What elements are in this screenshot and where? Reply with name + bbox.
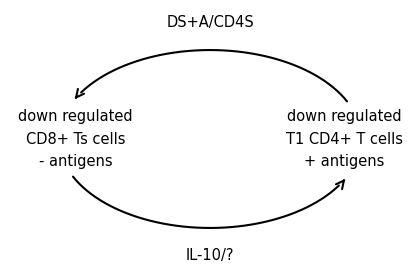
Text: IL-10/?: IL-10/? — [186, 248, 234, 263]
Text: down regulated
CD8+ Ts cells
- antigens: down regulated CD8+ Ts cells - antigens — [18, 109, 133, 169]
Text: DS+A/CD4S: DS+A/CD4S — [166, 15, 254, 30]
Text: down regulated
T1 CD4+ T cells
+ antigens: down regulated T1 CD4+ T cells + antigen… — [286, 109, 403, 169]
